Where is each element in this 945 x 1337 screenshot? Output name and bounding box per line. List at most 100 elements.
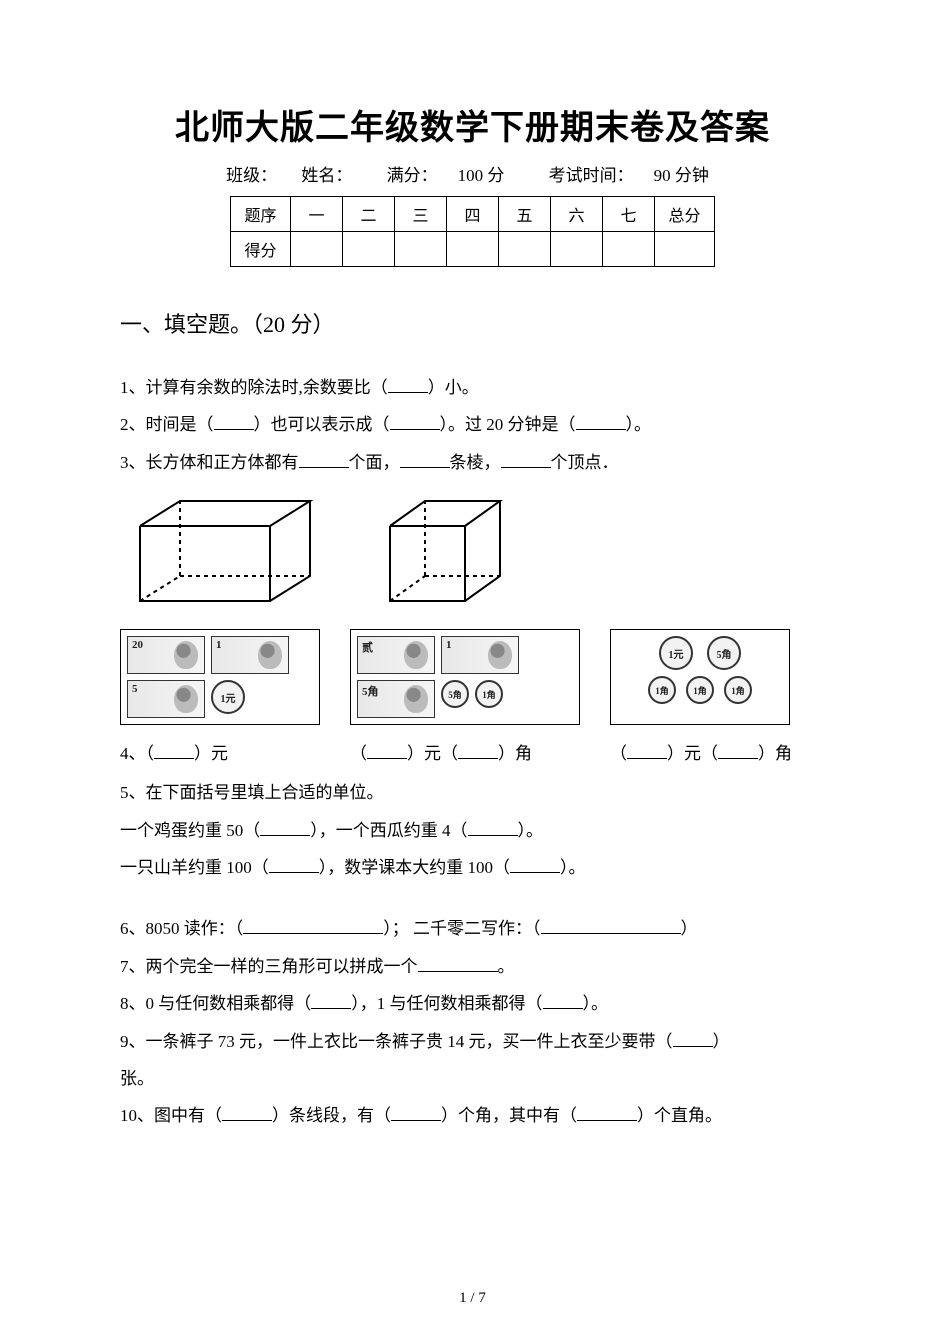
q4-c2-b: ）元（	[407, 744, 458, 763]
q5-l1a: 一个鸡蛋约重 50（	[120, 821, 260, 840]
name-label: 姓名：	[301, 166, 352, 185]
cell	[395, 232, 447, 267]
cell: 三	[395, 197, 447, 232]
question-2: 2、时间是（）也可以表示成（）。过 20 分钟是（）。	[120, 406, 825, 443]
q5-l2b: ），数学课本大约重 100（	[319, 858, 510, 877]
q8-c: ）。	[583, 994, 609, 1013]
cell	[603, 232, 655, 267]
q5-l2c: ）。	[560, 858, 586, 877]
blank	[388, 376, 428, 393]
cell: 四	[447, 197, 499, 232]
cell	[291, 232, 343, 267]
coin-row: 1角 1角 1角	[617, 676, 783, 704]
cube-icon	[380, 491, 510, 611]
blank	[541, 917, 681, 934]
q9-b: ）	[713, 1032, 730, 1051]
blank	[391, 1104, 441, 1121]
q10-a: 10、图中有（	[120, 1106, 222, 1125]
bill-icon: 1	[211, 636, 289, 674]
blank	[501, 451, 551, 468]
time-label: 考试时间：90 分钟	[539, 166, 719, 185]
q9-c: 张。	[120, 1069, 154, 1088]
cell	[655, 232, 715, 267]
blank	[576, 413, 626, 430]
class-label: 班级：	[226, 166, 277, 185]
table-row: 得分	[231, 232, 715, 267]
blank	[243, 917, 383, 934]
q2-a: 2、时间是（	[120, 415, 214, 434]
full-label-text: 满分：	[387, 166, 438, 185]
q8-b: ），1 与任何数相乘都得（	[351, 994, 542, 1013]
page-number: 1 / 7	[0, 1290, 945, 1307]
time-value: 90 分钟	[654, 166, 709, 185]
blank	[510, 856, 560, 873]
q6-b: ）； 二千零二写作：（	[383, 919, 540, 938]
q5-l1c: ）。	[518, 821, 544, 840]
denom: 贰	[362, 639, 373, 655]
bill-icon: 5角	[357, 680, 435, 718]
blank	[577, 1104, 637, 1121]
q2-c: ）。过 20 分钟是（	[440, 415, 576, 434]
q4-c1-pre: 4、（	[120, 744, 154, 763]
money-row: 20 1 5 1元 贰 1 5角 5角 1角 1元 5角 1角 1角 1角	[120, 629, 825, 725]
q4-c1-post: ）元	[194, 744, 228, 763]
question-10: 10、图中有（）条线段，有（）个角，其中有（）个直角。	[120, 1097, 825, 1134]
cell: 六	[551, 197, 603, 232]
q9-a: 9、一条裤子 73 元，一件上衣比一条裤子贵 14 元，买一件上衣至少要带（	[120, 1032, 673, 1051]
coin-icon: 1元	[659, 636, 693, 670]
shapes-row	[130, 491, 825, 611]
money-box-3: 1元 5角 1角 1角 1角	[610, 629, 790, 725]
q4-col1: 4、（ ）元	[120, 739, 320, 764]
question-5-line1: 一个鸡蛋约重 50（ ），一个西瓜约重 4（ ）。	[120, 812, 825, 849]
q4-col3: （）元（）角	[610, 739, 810, 764]
blank	[627, 742, 667, 759]
coin-row: 1元 5角	[617, 636, 783, 670]
coin-icon: 1角	[475, 680, 503, 708]
page-title: 北师大版二年级数学下册期末卷及答案	[120, 100, 825, 149]
q6-c: ）	[681, 919, 698, 938]
blank	[673, 1030, 713, 1047]
section-1-heading: 一、填空题。（20 分）	[120, 307, 825, 339]
coin-icon: 5角	[707, 636, 741, 670]
blank	[299, 451, 349, 468]
coin-icon: 1角	[648, 676, 676, 704]
q10-b: ）条线段，有（	[272, 1106, 391, 1125]
cell: 二	[343, 197, 395, 232]
cell: 五	[499, 197, 551, 232]
q7-b: 。	[498, 957, 515, 976]
blank	[214, 413, 254, 430]
cell	[499, 232, 551, 267]
bill-icon: 5	[127, 680, 205, 718]
blank	[400, 451, 450, 468]
cell	[551, 232, 603, 267]
info-row: 班级： 姓名： 满分： 100 分 考试时间：90 分钟	[120, 161, 825, 186]
cell: 得分	[231, 232, 291, 267]
coin-icon: 1元	[211, 680, 245, 714]
table-row: 题序 一 二 三 四 五 六 七 总分	[231, 197, 715, 232]
q4-c2-c: ）角	[498, 744, 532, 763]
denom: 1	[216, 639, 222, 651]
q2-d: ）。	[626, 415, 652, 434]
score-table: 题序 一 二 三 四 五 六 七 总分 得分	[230, 196, 715, 267]
q5-l1b: ），一个西瓜约重 4（	[310, 821, 467, 840]
q10-d: ）个直角。	[637, 1106, 722, 1125]
q1-post: ）小。	[428, 378, 479, 397]
question-5-line2: 一只山羊约重 100（），数学课本大约重 100（）。	[120, 849, 825, 886]
cell	[343, 232, 395, 267]
denom: 1	[446, 639, 452, 651]
blank	[418, 955, 498, 972]
cell: 总分	[655, 197, 715, 232]
blank	[468, 819, 518, 836]
q3-d: 个顶点．	[551, 453, 619, 472]
full-value: 100 分	[458, 166, 505, 185]
coin-icon: 5角	[441, 680, 469, 708]
money-box-1: 20 1 5 1元	[120, 629, 320, 725]
blank	[269, 856, 319, 873]
q4-col2: （）元（）角	[350, 739, 580, 764]
q7-a: 7、两个完全一样的三角形可以拼成一个	[120, 957, 418, 976]
q3-c: 条棱，	[450, 453, 501, 472]
cell	[447, 232, 499, 267]
denom: 20	[132, 639, 143, 651]
blank	[154, 742, 194, 759]
bill-icon: 贰	[357, 636, 435, 674]
